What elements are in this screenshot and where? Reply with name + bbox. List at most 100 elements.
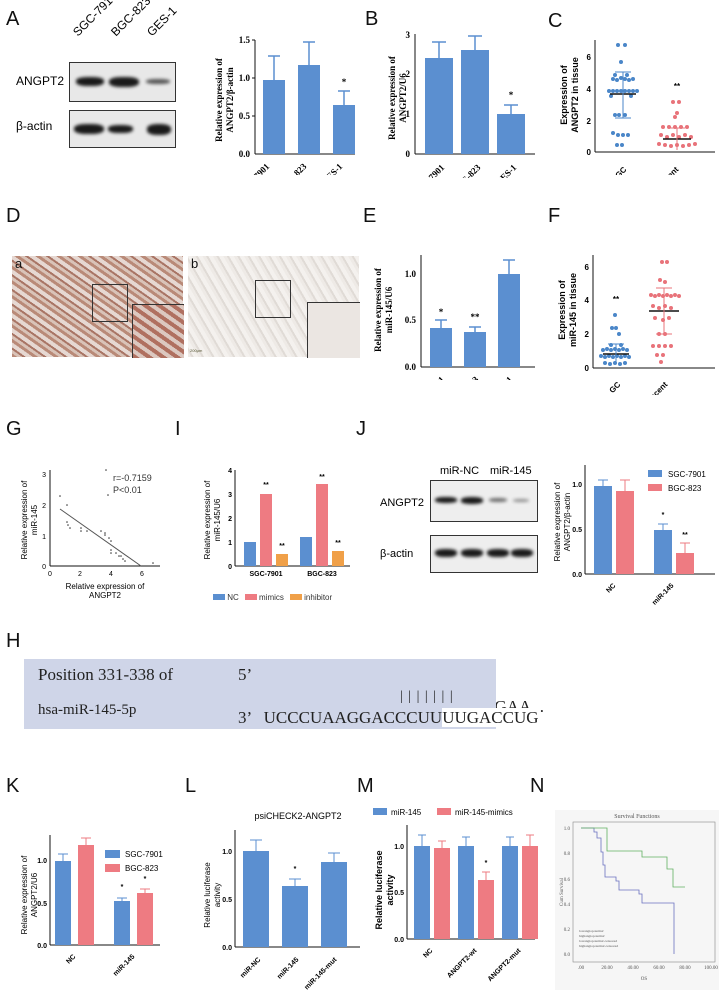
svg-text:BGC-823: BGC-823 bbox=[307, 571, 337, 578]
svg-text:Relative expression of: Relative expression of bbox=[553, 482, 562, 561]
bar-chart-a: 0.0 0.5 1.0 1.5 * SGC-7901 BGC-823 GES-1 Re… bbox=[214, 35, 355, 175]
svg-text:**: ** bbox=[263, 482, 269, 489]
svg-text:2: 2 bbox=[587, 117, 592, 126]
svg-text:activity: activity bbox=[385, 874, 395, 905]
bar-chart-m: miR-145 miR-145-mimics 0.0 0.5 1.0 * NC AN… bbox=[373, 808, 538, 983]
ihc-image-b: b 200μm bbox=[188, 256, 360, 358]
svg-text:BGC-823: BGC-823 bbox=[125, 864, 159, 873]
svg-text:miR-145/U6: miR-145/U6 bbox=[384, 286, 394, 333]
svg-text:NC: NC bbox=[605, 582, 617, 594]
scale-bar: 200μm bbox=[190, 348, 203, 353]
svg-text:.00: .00 bbox=[578, 966, 585, 971]
svg-text:1.0: 1.0 bbox=[394, 844, 404, 851]
svg-text:0: 0 bbox=[228, 564, 232, 571]
svg-text:SGC-7901: SGC-7901 bbox=[125, 850, 163, 859]
svg-text:1: 1 bbox=[228, 540, 232, 547]
svg-text:**: ** bbox=[682, 532, 688, 539]
svg-text:0.5: 0.5 bbox=[405, 315, 417, 325]
svg-text:miR-145: miR-145 bbox=[30, 504, 39, 535]
bar-chart-e: 0.00.51.0 *** SGC-7901 BGC-823 GES-1 Rel… bbox=[373, 255, 535, 380]
svg-text:**: ** bbox=[471, 312, 481, 322]
svg-text:*: * bbox=[509, 90, 514, 100]
svg-text:miR-145: miR-145 bbox=[391, 808, 422, 817]
blot-image bbox=[69, 62, 176, 102]
svg-text:miR-145-mut: miR-145-mut bbox=[303, 956, 338, 990]
svg-text:80.00: 80.00 bbox=[679, 966, 691, 971]
svg-text:Relative expression of: Relative expression of bbox=[20, 480, 29, 559]
svg-text:6: 6 bbox=[585, 263, 590, 272]
svg-text:activity: activity bbox=[213, 883, 222, 907]
svg-text:**: ** bbox=[279, 543, 285, 550]
correlation-r: r=-0.7159 bbox=[113, 473, 152, 483]
panel-label-l: L bbox=[185, 775, 197, 797]
svg-text:6: 6 bbox=[140, 571, 144, 578]
panel-label-k: K bbox=[6, 775, 20, 797]
chart-title: psiCHECK2-ANGPT2 bbox=[254, 811, 341, 821]
svg-text:0.2: 0.2 bbox=[564, 928, 571, 933]
svg-text:**: ** bbox=[613, 295, 620, 304]
svg-text:1.0: 1.0 bbox=[239, 73, 251, 83]
bar-chart-k: 0.0 0.5 1.0 * * SGC-7901 BGC-823 NC miR-145… bbox=[20, 835, 163, 978]
panel-label-m: M bbox=[357, 775, 374, 797]
svg-text:Relative expression of: Relative expression of bbox=[387, 55, 397, 140]
svg-text:BGC-823: BGC-823 bbox=[450, 162, 483, 178]
mirna-sequence: | | | | | | | 3’ UCCCUAAGGACCCUUUUGACCUG bbox=[232, 689, 539, 729]
svg-text:highangiopoietin2-censored: highangiopoietin2-censored bbox=[579, 944, 618, 948]
svg-text:lowangiopoietin2-censored: lowangiopoietin2-censored bbox=[579, 939, 617, 943]
svg-text:miR-NC: miR-NC bbox=[239, 956, 262, 979]
svg-text:0: 0 bbox=[587, 148, 592, 157]
panel-label-a: A bbox=[6, 8, 20, 30]
bar-chart-i: 0 1 2 3 4 ** ** ** ** SGC-7901 BGC-823 Relative… bbox=[203, 468, 350, 578]
svg-text:Adjacent: Adjacent bbox=[650, 165, 680, 175]
svg-text:2: 2 bbox=[585, 330, 590, 339]
svg-text:miR-145 in tissue: miR-145 in tissue bbox=[568, 273, 578, 347]
svg-text:Expression of: Expression of bbox=[557, 279, 567, 340]
panel-label-h: H bbox=[6, 630, 21, 652]
image-label: a bbox=[15, 256, 23, 271]
svg-text:0: 0 bbox=[406, 149, 411, 159]
svg-text:3: 3 bbox=[228, 492, 232, 499]
svg-text:0: 0 bbox=[48, 571, 52, 578]
svg-text:1: 1 bbox=[406, 109, 411, 119]
dot-plot-f: 0 2 4 6 ** GC Adjacent Expression of miR-14… bbox=[557, 255, 715, 395]
svg-text:2: 2 bbox=[406, 69, 411, 79]
base-pairing: | | | | | | | bbox=[400, 689, 454, 704]
svg-text:4: 4 bbox=[585, 296, 590, 305]
x-axis-title: OS bbox=[641, 977, 648, 982]
svg-text:miR-145: miR-145 bbox=[112, 953, 136, 977]
lane-label: BGC-823 bbox=[108, 0, 154, 40]
svg-text:1.0: 1.0 bbox=[405, 269, 417, 279]
blot-row-label: ANGPT2 bbox=[16, 74, 65, 88]
svg-text:miR-145: miR-145 bbox=[276, 956, 300, 980]
svg-text:miR-145: miR-145 bbox=[651, 582, 675, 606]
svg-text:ANGPT2/U6: ANGPT2/U6 bbox=[30, 872, 39, 917]
svg-text:GES-1: GES-1 bbox=[319, 161, 344, 175]
blot-image bbox=[69, 110, 176, 148]
bar-chart-l: psiCHECK2-ANGPT2 0.0 0.5 1.0 * miR-NC miR-… bbox=[203, 811, 360, 990]
svg-text:**: ** bbox=[319, 474, 325, 481]
svg-text:Adjacent: Adjacent bbox=[639, 380, 669, 395]
svg-text:1.0: 1.0 bbox=[222, 849, 232, 856]
bar-chart-b: 0 1 2 3 * SGC-7901 BGC-823 GES-1 Relative e… bbox=[387, 30, 535, 178]
svg-text:Relative expression of: Relative expression of bbox=[66, 582, 145, 591]
svg-text:0.5: 0.5 bbox=[394, 890, 404, 897]
lane-label: GES-1 bbox=[144, 3, 180, 39]
svg-text:BGC-823: BGC-823 bbox=[448, 374, 481, 380]
target-site-label: Position 331-338 of ANGPT2 3’UTR bbox=[24, 659, 241, 716]
svg-text:6: 6 bbox=[587, 53, 592, 62]
svg-text:4: 4 bbox=[587, 85, 592, 94]
svg-text:NC: NC bbox=[65, 953, 77, 965]
svg-text:*: * bbox=[121, 884, 124, 891]
svg-text:SGC-7901: SGC-7901 bbox=[236, 161, 271, 175]
svg-text:0: 0 bbox=[585, 364, 590, 373]
blot-row-label: β-actin bbox=[16, 119, 53, 133]
panel-label-i: I bbox=[175, 418, 181, 440]
y-axis-title: Cum Survival bbox=[560, 877, 565, 906]
svg-text:NC: NC bbox=[422, 947, 434, 959]
svg-text:ANGPT2: ANGPT2 bbox=[89, 591, 122, 600]
svg-text:20.00: 20.00 bbox=[601, 966, 613, 971]
mirna-label: hsa-miR-145-5p bbox=[24, 691, 241, 729]
panel-label-c: C bbox=[548, 10, 563, 32]
svg-text:ANGPT2-mut: ANGPT2-mut bbox=[487, 947, 523, 983]
svg-text:GES-1: GES-1 bbox=[493, 162, 518, 178]
